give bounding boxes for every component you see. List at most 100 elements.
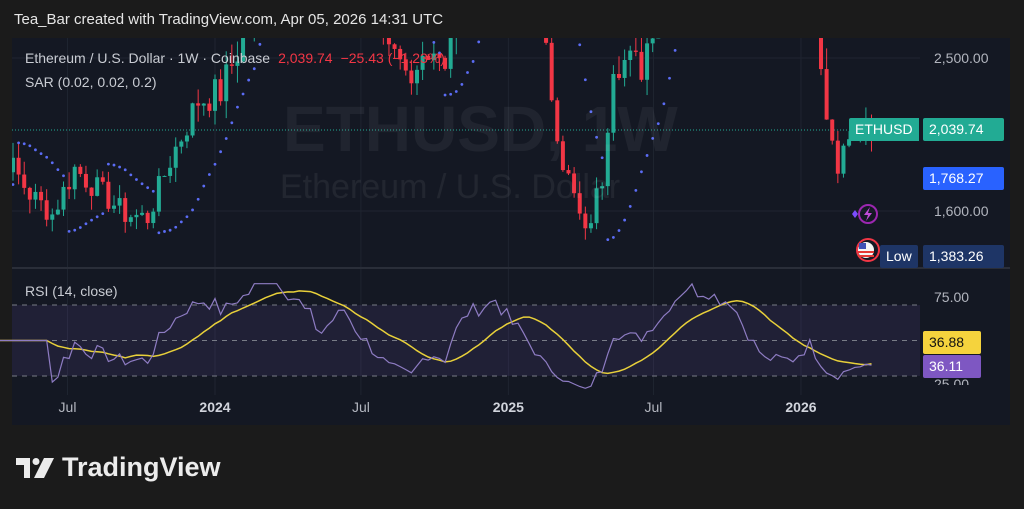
- candle-body: [123, 198, 128, 222]
- candle-body: [117, 198, 122, 206]
- sar-dot: [679, 13, 682, 16]
- watermark-name: Ethereum / U.S. Dollar: [280, 168, 621, 206]
- time-label: 2024: [199, 399, 231, 415]
- rsi-legend[interactable]: RSI (14, close): [25, 283, 118, 299]
- candle-body: [16, 157, 21, 175]
- tradingview-logo[interactable]: TradingView: [16, 452, 221, 483]
- sar-dot: [258, 42, 262, 46]
- candle-body: [55, 209, 60, 215]
- candle-body: [611, 73, 616, 133]
- sar-dot: [617, 229, 621, 232]
- rsi-ma-line: [0, 290, 872, 375]
- candle-body: [33, 191, 38, 200]
- candle-body: [201, 103, 206, 106]
- sar-dot: [45, 155, 49, 159]
- sar-dot: [628, 205, 632, 208]
- sar-dot: [174, 225, 178, 229]
- sar-dot: [656, 122, 660, 126]
- candle-body: [454, 0, 458, 33]
- chart-header-title: Tea_Bar created with TradingView.com, Ap…: [14, 11, 444, 28]
- sar-dot: [67, 229, 71, 233]
- candle-body: [78, 166, 83, 174]
- sar-dot: [611, 236, 615, 239]
- time-label: 2025: [492, 399, 524, 415]
- sar-dot: [34, 148, 37, 152]
- sar-dot: [185, 215, 189, 219]
- sar-dot: [443, 93, 447, 97]
- candle-body: [213, 79, 217, 111]
- candle-body: [544, 38, 549, 43]
- candle-body: [830, 119, 835, 141]
- sar-dot: [207, 173, 211, 176]
- candle-body: [426, 55, 431, 60]
- candle-body: [633, 50, 638, 52]
- sar-dot: [252, 67, 256, 71]
- sar-dot: [449, 92, 453, 96]
- sar-dot: [427, 28, 430, 31]
- candle-body: [577, 193, 582, 214]
- candle-body: [0, 158, 4, 159]
- sar-dot: [179, 220, 183, 224]
- sar-dot: [73, 228, 77, 232]
- candle-body: [370, 0, 374, 10]
- sar-dot: [668, 76, 671, 80]
- candle-body: [813, 0, 817, 14]
- sar-dot: [583, 78, 587, 82]
- rsi-pane: [0, 282, 872, 389]
- sar-dot: [640, 170, 643, 174]
- candle-body: [173, 146, 178, 168]
- sar-legend[interactable]: SAR (0.02, 0.02, 0.2): [25, 74, 157, 90]
- candle-body: [151, 211, 156, 224]
- low-value-tag: 1,383.26: [923, 245, 1004, 268]
- candle-body: [824, 69, 829, 120]
- sar-dot: [12, 183, 15, 186]
- us-flag-event-icon: [856, 238, 880, 262]
- sar-dot: [230, 121, 234, 125]
- time-label: Jul: [644, 399, 663, 415]
- sar-dot: [202, 184, 206, 188]
- sar-dot: [651, 136, 655, 140]
- chart-panel[interactable]: [12, 38, 1010, 425]
- candle-body: [241, 38, 246, 62]
- candle-body: [162, 175, 167, 177]
- candle-body: [229, 64, 234, 66]
- candle-body: [218, 79, 223, 102]
- rsi-value-tag: 36.11: [923, 355, 981, 378]
- last-price-tag: 2,039.74: [923, 118, 1004, 141]
- legend-change: −25.43 (−1.23%): [340, 50, 445, 66]
- candle-body: [12, 157, 15, 173]
- rsi-ma-tag: 36.88: [923, 331, 981, 354]
- sar-dot: [90, 218, 93, 222]
- sar-dot: [101, 212, 105, 216]
- candle-body: [184, 135, 189, 142]
- candle-body: [662, 0, 666, 6]
- brand-name: TradingView: [62, 452, 221, 482]
- sar-dot: [78, 226, 82, 229]
- candle-body: [72, 166, 77, 190]
- symbol-legend[interactable]: Ethereum / U.S. Dollar · 1W · Coinbase 2,…: [25, 50, 445, 66]
- sar-dot: [151, 189, 155, 193]
- candle-body: [617, 73, 622, 78]
- sar-dot: [477, 40, 481, 44]
- candle-body: [95, 177, 100, 196]
- candle-body: [89, 187, 94, 196]
- candle-body: [179, 141, 184, 147]
- sar-dot: [28, 144, 32, 148]
- candle-body: [398, 48, 403, 60]
- sar-dot: [157, 231, 161, 235]
- candle-body: [190, 103, 195, 136]
- sar-dot: [471, 60, 475, 63]
- candle-body: [538, 7, 542, 12]
- candles: [0, 0, 874, 240]
- candle-body: [819, 38, 824, 70]
- candle-body: [605, 132, 610, 187]
- sar-dots: [12, 13, 682, 242]
- sar-dot: [135, 178, 138, 181]
- sar-dot: [578, 43, 582, 47]
- candle-body: [420, 55, 425, 70]
- candle-body: [555, 100, 560, 142]
- sar-dot: [146, 186, 150, 190]
- sar-dot: [438, 51, 441, 55]
- price-tick: 1,600.00: [934, 203, 989, 219]
